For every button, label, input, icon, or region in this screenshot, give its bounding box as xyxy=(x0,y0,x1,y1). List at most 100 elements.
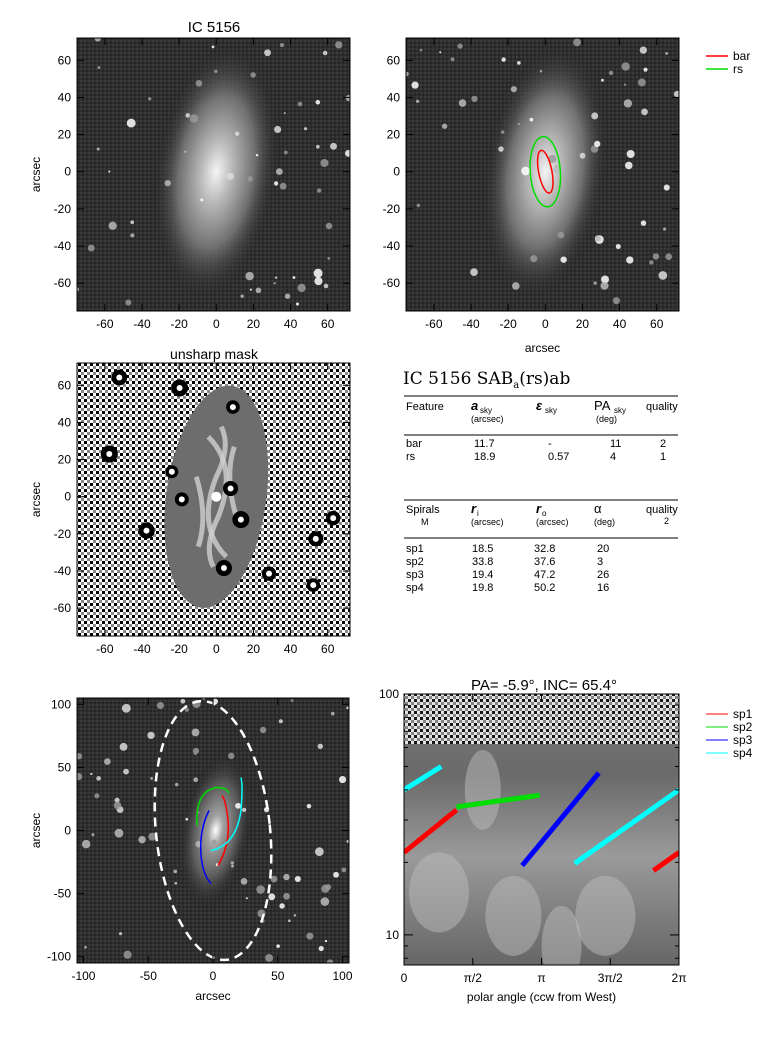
p1-ytick-label: 20 xyxy=(58,128,72,142)
polar-segment-sp4 xyxy=(573,787,679,866)
p1-star xyxy=(274,125,282,133)
panel-image-ellipses: -60 -40 -20 0 20 40 60 60 40 20 0 -20 -40 -60 arcsec ba… xyxy=(383,37,750,355)
p1-star xyxy=(295,302,300,306)
p1-star xyxy=(97,66,101,69)
p6-feature xyxy=(464,749,501,830)
p5-star xyxy=(317,743,323,750)
p5-star xyxy=(90,772,93,776)
p6-xtick-label: 2π xyxy=(672,971,687,985)
p1-xtick-label: 0 xyxy=(213,317,220,331)
p2-star xyxy=(416,203,421,208)
p2-ytick-label: -20 xyxy=(383,202,401,216)
p2-star xyxy=(626,149,635,159)
p1-star xyxy=(189,114,199,123)
spiral-cell: 18.5 xyxy=(472,543,493,555)
p3-star-core xyxy=(330,515,337,522)
p3-spiral-feature xyxy=(206,434,229,568)
p5-star xyxy=(278,719,283,724)
feature-cell: 11.7 xyxy=(474,438,495,450)
p2-star xyxy=(470,268,478,276)
p2-star xyxy=(517,61,521,65)
ri-header: r xyxy=(471,501,477,516)
p1-star xyxy=(245,271,254,281)
spiral-cell: 20 xyxy=(597,543,609,555)
p5-star xyxy=(193,777,199,783)
p1-star xyxy=(314,277,323,286)
p2-xtick-label: 0 xyxy=(542,317,549,331)
p1-star xyxy=(274,276,278,279)
p2-star xyxy=(601,78,604,82)
p2-star xyxy=(406,71,409,77)
feature-cell: 1 xyxy=(660,451,666,463)
p2-xtick-label: -40 xyxy=(462,317,480,331)
p1-star xyxy=(322,50,328,56)
p3-xtick-label: 20 xyxy=(247,642,261,656)
p5-star xyxy=(270,875,278,883)
p6-ytick-label: 100 xyxy=(379,687,399,701)
spiral-cell: 50.2 xyxy=(534,582,555,594)
p1-ytick-label: -40 xyxy=(54,239,72,253)
p5-star xyxy=(81,839,91,849)
p1-star xyxy=(315,99,321,105)
x-axis-label: arcsec xyxy=(525,341,560,355)
p1-star xyxy=(273,282,276,285)
bar-ellipse xyxy=(536,149,554,194)
p5-star xyxy=(119,932,123,936)
p2-star xyxy=(639,46,648,54)
y-axis-label: arcsec xyxy=(29,157,43,192)
p1-ytick-label: 40 xyxy=(58,90,72,104)
p5-star xyxy=(148,832,157,841)
p1-star xyxy=(125,299,132,306)
p5-star xyxy=(330,711,335,716)
p2-star xyxy=(601,275,609,284)
p5-star xyxy=(306,803,312,809)
p3-star-core xyxy=(143,527,150,534)
p2-star xyxy=(441,123,448,129)
p3-star-core xyxy=(106,451,113,458)
x-axis-label: polar angle (ccw from West) xyxy=(467,990,616,1004)
p5-star xyxy=(346,839,349,843)
p5-star xyxy=(333,871,339,878)
p3-frame xyxy=(76,362,351,637)
p1-star xyxy=(87,244,95,252)
p1-star xyxy=(275,168,283,176)
p5-star xyxy=(138,835,146,844)
p1-star xyxy=(283,150,288,155)
p1-ytick-label: -60 xyxy=(54,276,72,290)
feature-cell: 4 xyxy=(610,451,616,463)
p6-feature xyxy=(541,905,582,965)
p2-star xyxy=(658,271,668,280)
p1-galaxy xyxy=(152,44,281,299)
p6-xtick-label: 3π/2 xyxy=(598,971,623,985)
p5-star xyxy=(114,797,120,803)
p2-star xyxy=(548,154,557,163)
p3-xtick-label: -20 xyxy=(170,642,188,656)
p2-star xyxy=(665,52,668,55)
disk-outline-ellipse xyxy=(153,699,273,962)
p1-xtick-label: 40 xyxy=(284,317,298,331)
p5-star xyxy=(283,892,290,900)
p5-star xyxy=(276,944,280,949)
p5-ytick-label: 50 xyxy=(58,760,72,774)
p1-star xyxy=(297,101,303,107)
p5-galaxy xyxy=(177,751,254,910)
p2-ytick-label: 60 xyxy=(387,53,401,67)
p1-ytick-label: -20 xyxy=(54,202,72,216)
p1-star xyxy=(255,287,262,294)
p2-star xyxy=(637,78,646,87)
p5-star xyxy=(119,742,128,751)
legend-label-sp2: sp2 xyxy=(733,720,753,734)
p3-ytick-label: 60 xyxy=(58,378,72,392)
p1-xtick-label: 60 xyxy=(321,317,335,331)
p5-star xyxy=(96,776,101,781)
polar-segment-sp1 xyxy=(652,850,679,873)
p5-star xyxy=(320,897,330,906)
p3-spiral-feature xyxy=(205,425,229,559)
p1-star xyxy=(316,188,322,193)
p2-star xyxy=(419,48,423,52)
p5-star xyxy=(77,753,83,760)
p5-star xyxy=(211,839,217,845)
p2-star xyxy=(594,140,601,148)
p2-xtick-label: -20 xyxy=(499,317,517,331)
